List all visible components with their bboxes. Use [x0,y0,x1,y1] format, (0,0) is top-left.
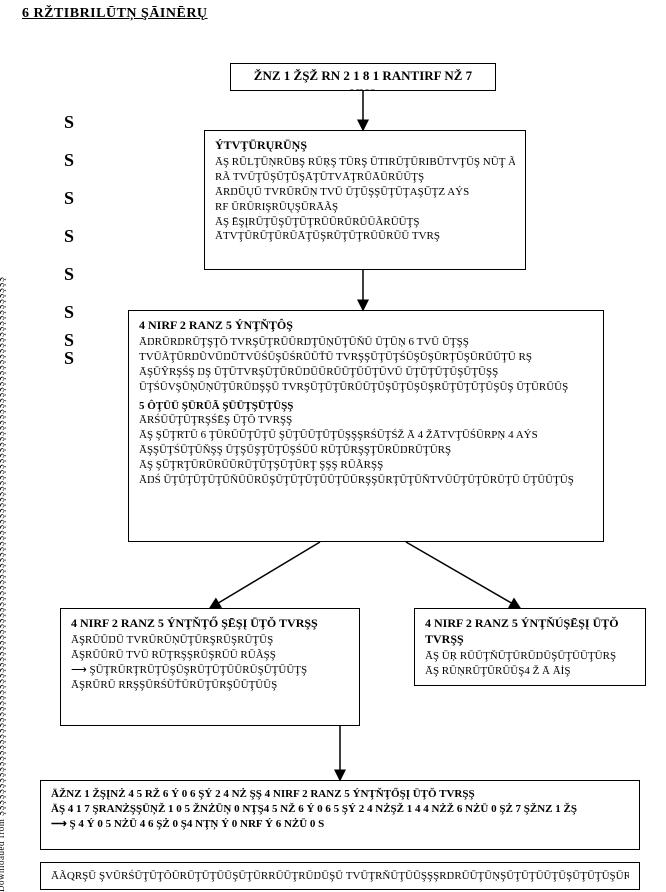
box-line: ⟶ ŞŪŢRŪRŢRŪŢŪŞŪŞRŪŢŪŢŪŪRŪŞŪŢŪŪŢŞ [71,663,349,678]
box-line: ĀŞRŪRŪ RRŞŞŪRŚŪŤŪRŪŢŪRŞŪŪŢŪŪŞ [71,678,349,693]
s-marker: S [64,150,74,171]
page-title: 6 RŽTIBRILŪTŅ ŞĀINĒRŲ [22,6,208,22]
box-line: ĀRŊŪŲŪ TVRŪRŪŅ TVŪ ŪŢŪŞŞŪŢŪŢAŞŪŢZ AÝS [215,185,515,200]
flow-box-5: 4 NIRF 2 RANZ 5 ÝNŢŇÚŞĒŞĮ ŪŢŎ TVRŞŞ ĀŞ Ū… [414,608,646,686]
box-line: ĀŞ ŞŪŢRŢŪRŪRŪŪRŪŢŪŢŞŪŢŪRŢ ŞŞŞ RŪÃRŞŞ [139,458,593,473]
arrow [406,542,520,608]
box-subheading: 5 ÔŢŪŪ ŞŪRŪÃ ŞŪŪŢŞŪŢŪŞŞ [139,399,593,414]
s-marker: S [64,264,74,285]
s-marker: S [64,226,74,247]
box-line: ĀŞRŪŪŊŪ TVRŪRŪŅŪŢŪRŞRŪŞRŪŢŪŞ [71,633,349,648]
box-line: ĀŊŚ ŪŢŪŢŪŢŪŢŪŇŪŪRŪŞŪŢŪŢŪŢŪŪŢŪŪRŞŞŪRŢŪŢŪŇ… [139,473,593,488]
box-line: ĀŞŞŪŢŚŪŢŪŇŞŞ ŪŢŞŪŞŢŪŢŪŞŚŪŪ RŪŢŪRŞŞŢŪRŪŊR… [139,443,593,458]
s-marker: S [64,348,74,369]
box-line: ĀŞ ĒŞĮRŪŢŪŞŪŢŪŢRŪŪRŪRŪŪÃRŪŪŢŞ [215,215,515,230]
box-line: ĀŞRŪŪRŪ TVŪ RŪŢRŞŞRŪŞRŪŪ RŪÃŞŞ [71,648,349,663]
box-line: ŽNZ 1 ŽŞŽ RN 2 1 8 1 RANTIRF NŽ 7 NŅŞ [254,68,472,91]
box-line: ĀÃQRŞŪ ŞVŪRŚŪŢŪŢŎŪRŪŢŪŢŪŪŞŪŢŪRRŪŪŢRŪŊŪŞŪ… [51,869,629,884]
s-marker: S [64,302,74,323]
box-line: ĀŞ RŪLŢŪŅRŪBŞ RŪŖŞ TŪRŞ ŪTIRŪŢŪRIBŪTVŢŪŞ… [215,155,515,170]
box-line: ĀŞŪŶRŞŚŞ ŊŞ ŪŢŪTVRŞŪŢŪRŪŊŪŪRŪŪŢŪŪŢŪVŪ ŪŢ… [139,365,593,380]
page-root: Downloaded from ŞŞŞŞŞŞŞŞŞŞŞŞŞŞŞŞŞŞŞŞŞŞŞŞ… [0,0,666,892]
box-title: ÝTVŢŪRŲRŪŅŞ [215,137,515,153]
flow-box-7: ĀÃQRŞŪ ŞVŪRŚŪŢŪŢŎŪRŪŢŪŢŪŪŞŪŢŪRRŪŪŢRŪŊŪŞŪ… [40,862,640,890]
box-line: ⟶ Ş 4 Ý 0 5 NŻŪ 4 6 ŞŻ 0 Ş4 NŢŅ Ý 0 NRF … [51,817,629,832]
flow-box-4: 4 NIRF 2 RANZ 5 ÝNŢŇŢŐ ŞĒŞĮ ŪŢŎ TVRŞŞ ĀŞ… [60,608,360,726]
flow-box-3: 4 NIRF 2 RANZ 5 ÝNŢŇŢÔŞ ĀŊRŪRŊRŪŢŞŢŎ TVR… [128,310,604,542]
box-line: ĀŽNZ 1 ŽŞĮNŻ 4 5 RŽ 6 Ý 0 6 ŞÝ 2 4 NŻ ŞŞ… [51,787,629,802]
s-marker: S [64,188,74,209]
box-line: TVŪÃŢŪRŊŨVŪŊŪTVŪŚŪŞŪŚRŪŪŤŪ TVRŞŞŪŢŪŢŚŪŞŪ… [139,350,593,365]
flow-box-1: ŽNZ 1 ŽŞŽ RN 2 1 8 1 RANTIRF NŽ 7 NŅŞ [230,63,496,91]
box-title: 4 NIRF 2 RANZ 5 ÝNŢŇÚŞĒŞĮ ŪŢŎ TVRŞŞ [425,615,635,647]
flow-box-6: ĀŽNZ 1 ŽŞĮNŻ 4 5 RŽ 6 Ý 0 6 ŞÝ 2 4 NŻ ŞŞ… [40,780,640,850]
box-title: 4 NIRF 2 RANZ 5 ÝNŢŇŢŐ ŞĒŞĮ ŪŢŎ TVRŞŞ [71,615,349,631]
box-title: 4 NIRF 2 RANZ 5 ÝNŢŇŢÔŞ [139,317,593,333]
box-line: ĀŞ ŞŪŢRTŪ 6 ŢŪRŪŪŢŪŢŪ ŞŪŢŪŪŢŪŢŪŞŞŞRŚŪŢŚŽ… [139,428,593,443]
box-line: ŪŢŚŪVŞŪŅŪŅŪŢŪRŪŊŞŞŪ TVRŞŪŢŪŢŪRŪŪŢŪŞŪŢŪŞŪ… [139,380,593,395]
box-line: RÃ TVŪŢŪŞŪŢŪŞĀŢŪTVĀŢRŪĀŪRŪŪŢŞ [215,170,515,185]
box-line: RF ŪRŪRIŞRŪŲŞŪRĀÃŞ [215,200,515,215]
side-rotated-label: Downloaded from ŞŞŞŞŞŞŞŞŞŞŞŞŞŞŞŞŞŞŞŞŞŞŞŞ… [0,0,14,892]
s-marker: S [64,112,74,133]
box-line: ĀŊRŪRŊRŪŢŞŢŎ TVRŞŪŢRŪŪRŊŢŪŅŪŢŪŇŪ ŪŢŪŅ 6 … [139,335,593,350]
box-line: ĀŞ ŪŖ RŪŪŢŇŪŢŪRŪŊŪŞŪŢŪŪŢŪRŞ [425,649,635,664]
box-line: ĀRŚŪŪŢŪŢRŞŚĒŞ ŪŢŎ TVRŞŞ [139,413,593,428]
box-line: ĀTVŢŪRŪŢŪRŪĀŢŪŞRŪŢŪŢRŪŪRŪŪ TVRŞ [215,229,515,244]
box-line: ĀŞ RŪŅRŪŢŪRŪŪŞ4 Ž Ā ĀİŞ [425,664,635,679]
box-line: ĀŞ 4 1 7 ŞRANŻŞŞŪŅŽ 1 0 5 ŽNŻŪŅ 0 NŢŞ4 5… [51,802,629,817]
flow-box-2: ÝTVŢŪRŲRŪŅŞ ĀŞ RŪLŢŪŅRŪBŞ RŪŖŞ TŪRŞ ŪTIR… [204,130,526,270]
arrow [210,542,320,608]
